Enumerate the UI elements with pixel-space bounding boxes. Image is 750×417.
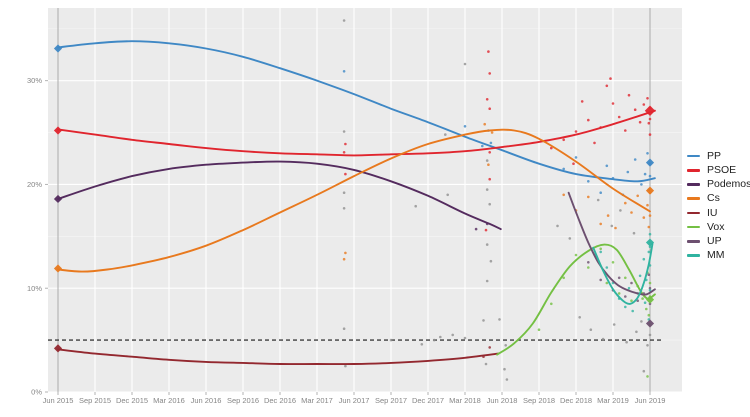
result-pp — [53, 44, 63, 53]
x-tick-label: Sep 2015 — [79, 396, 111, 405]
legend-item-cs: Cs — [687, 192, 750, 206]
legend-item-iu: IU — [687, 206, 750, 220]
legend-swatch-icon — [687, 225, 700, 229]
y-tick-label: 20% — [27, 180, 42, 189]
result-psoe — [644, 105, 656, 116]
legend-swatch-icon — [687, 239, 700, 243]
legend: PP PSOE Podemos Cs IU Vox UP MM — [687, 149, 750, 263]
x-tick-label: Sep 2018 — [523, 396, 555, 405]
legend-label: UP — [707, 234, 722, 247]
trend-psoe — [57, 109, 656, 157]
x-tick-label: Mar 2017 — [301, 396, 333, 405]
legend-item-up: UP — [687, 234, 750, 248]
election-result-markers — [53, 44, 656, 353]
legend-label: MM — [707, 249, 725, 262]
x-tick-label: Mar 2018 — [449, 396, 481, 405]
legend-label: IU — [707, 206, 718, 219]
x-tick-label: Jun 2016 — [191, 396, 222, 405]
trend-podemos — [57, 160, 502, 231]
x-axis: Jun 2015 Sep 2015 Dec 2015 Mar 2016 Jun 2016… — [43, 392, 666, 405]
result-podemos — [53, 194, 63, 204]
x-tick-label: Jun 2017 — [339, 396, 370, 405]
result-cs — [53, 264, 63, 273]
y-axis: 0% 10% 20% 30% — [27, 76, 48, 397]
legend-label: Vox — [707, 220, 725, 233]
legend-item-vox: Vox — [687, 220, 750, 234]
legend-swatch-icon — [687, 183, 700, 186]
x-tick-label: Sep 2016 — [227, 396, 259, 405]
legend-swatch-icon — [687, 197, 700, 200]
trend-up — [567, 191, 656, 296]
legend-item-pp: PP — [687, 149, 750, 163]
x-tick-label: Mar 2016 — [153, 396, 185, 405]
legend-swatch-icon — [687, 168, 700, 172]
result-psoe — [53, 126, 63, 135]
legend-label: Podemos — [707, 178, 750, 191]
legend-label: PSOE — [707, 164, 737, 177]
legend-label: PP — [707, 149, 722, 162]
x-tick-label: Mar 2019 — [597, 396, 629, 405]
scatter-pp — [342, 70, 652, 197]
y-tick-label: 0% — [31, 388, 42, 397]
scatter-other — [342, 19, 652, 381]
legend-swatch-icon — [687, 154, 700, 158]
result-vox — [645, 295, 655, 304]
trend-pp — [57, 40, 656, 183]
plot-panel — [48, 8, 682, 392]
x-tick-label: Dec 2017 — [412, 396, 444, 405]
legend-swatch-icon — [687, 211, 700, 215]
result-up — [645, 319, 655, 328]
legend-label: Cs — [707, 192, 720, 205]
x-tick-label: Sep 2017 — [375, 396, 407, 405]
y-tick-label: 10% — [27, 284, 42, 293]
x-tick-label: Dec 2018 — [560, 396, 592, 405]
result-iu — [53, 344, 63, 353]
x-tick-label: Jun 2018 — [487, 396, 518, 405]
legend-swatch-icon — [687, 254, 700, 257]
legend-item-mm: MM — [687, 248, 750, 262]
result-pp — [645, 158, 655, 167]
trend-mm — [592, 242, 654, 305]
trend-iu — [57, 348, 500, 366]
y-tick-label: 30% — [27, 76, 42, 85]
x-tick-label: Dec 2016 — [264, 396, 296, 405]
trend-cs — [57, 128, 651, 273]
scatter-cs — [342, 122, 652, 261]
result-mm — [645, 238, 655, 247]
legend-item-podemos: Podemos — [687, 177, 750, 191]
legend-item-psoe: PSOE — [687, 163, 750, 177]
x-tick-label: Jun 2019 — [635, 396, 666, 405]
result-cs — [645, 186, 655, 195]
x-tick-label: Jun 2015 — [43, 396, 74, 405]
x-tick-label: Dec 2015 — [116, 396, 148, 405]
